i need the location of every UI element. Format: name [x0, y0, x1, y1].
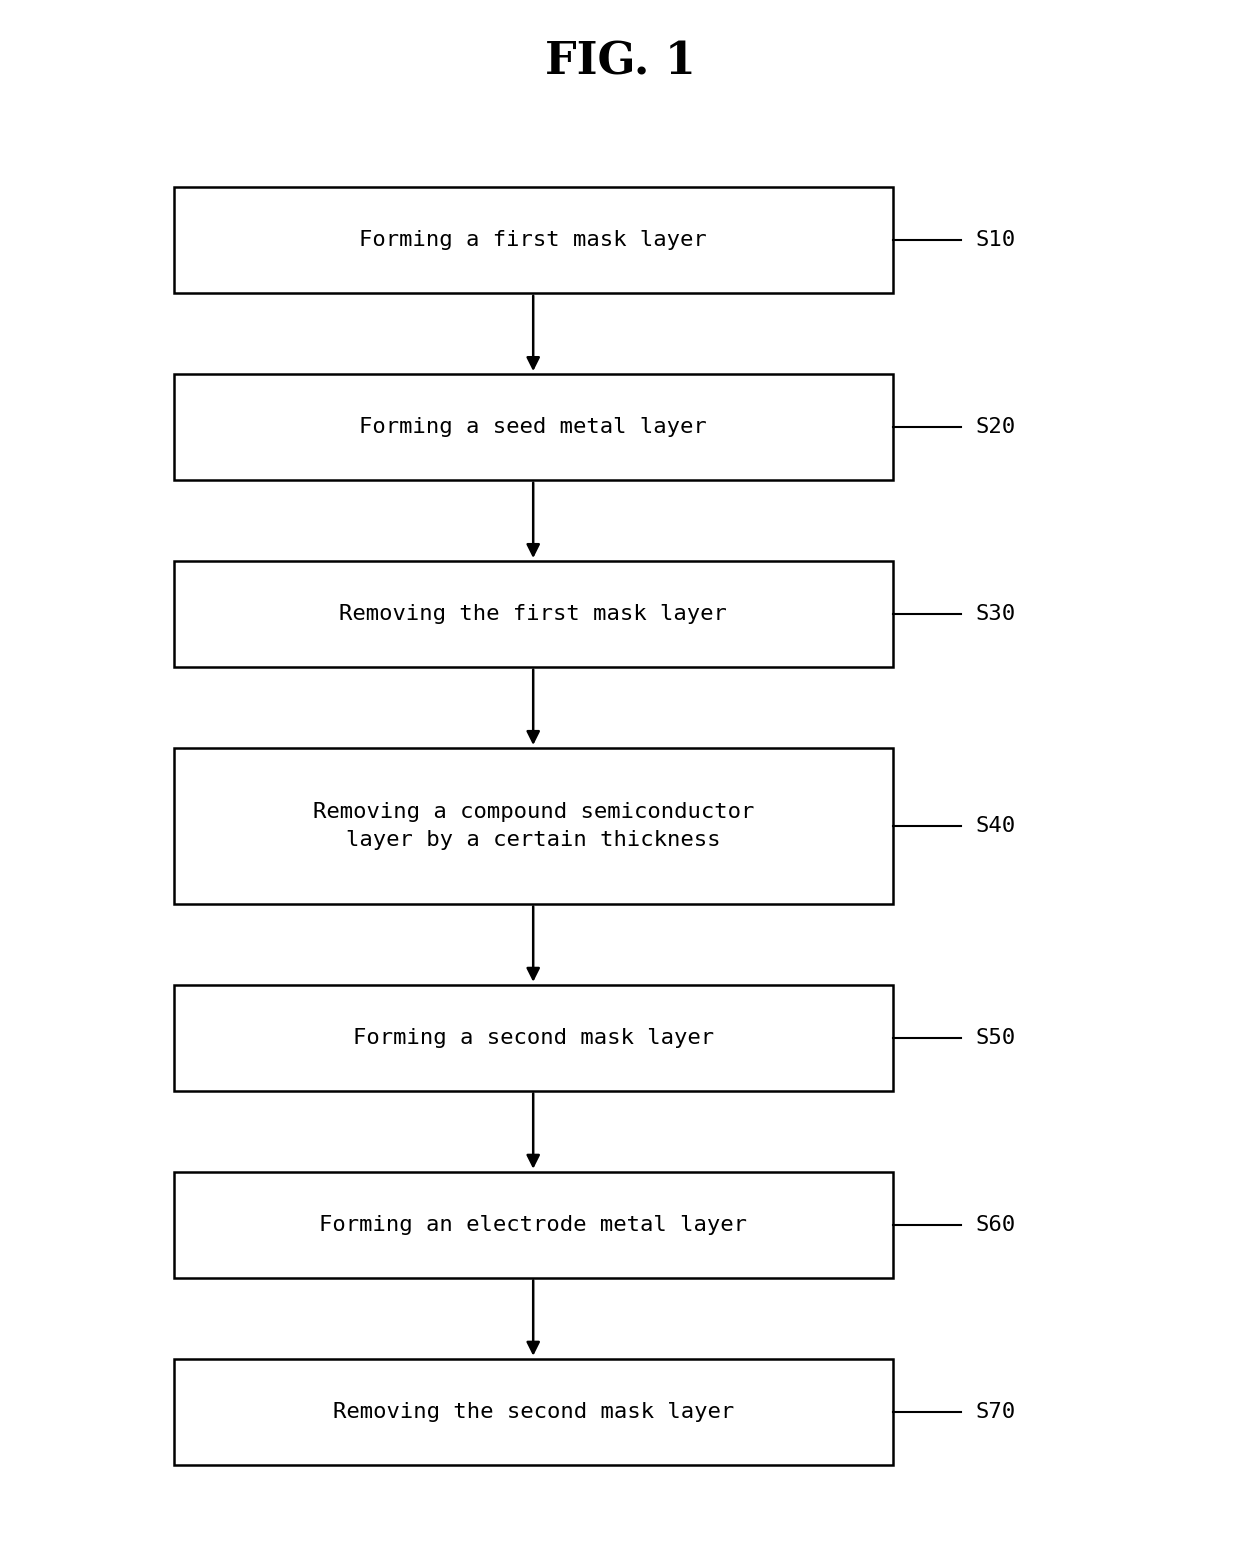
Text: Removing the second mask layer: Removing the second mask layer: [332, 1402, 734, 1421]
Text: FIG. 1: FIG. 1: [544, 41, 696, 84]
Text: Removing a compound semiconductor
layer by a certain thickness: Removing a compound semiconductor layer …: [312, 802, 754, 849]
Bar: [174, 1359, 893, 1465]
Text: S70: S70: [976, 1402, 1016, 1421]
Bar: [174, 374, 893, 480]
Text: S30: S30: [976, 605, 1016, 623]
Bar: [174, 561, 893, 667]
Bar: [174, 187, 893, 293]
Text: Forming a seed metal layer: Forming a seed metal layer: [360, 418, 707, 436]
Text: Forming an electrode metal layer: Forming an electrode metal layer: [319, 1215, 748, 1234]
Bar: [174, 1172, 893, 1278]
Text: S50: S50: [976, 1028, 1016, 1047]
Text: S20: S20: [976, 418, 1016, 436]
Bar: [174, 985, 893, 1091]
Text: Removing the first mask layer: Removing the first mask layer: [340, 605, 727, 623]
Text: S40: S40: [976, 816, 1016, 835]
Text: S10: S10: [976, 231, 1016, 249]
Text: Forming a first mask layer: Forming a first mask layer: [360, 231, 707, 249]
Text: Forming a second mask layer: Forming a second mask layer: [352, 1028, 714, 1047]
Text: S60: S60: [976, 1215, 1016, 1234]
Bar: [174, 748, 893, 904]
